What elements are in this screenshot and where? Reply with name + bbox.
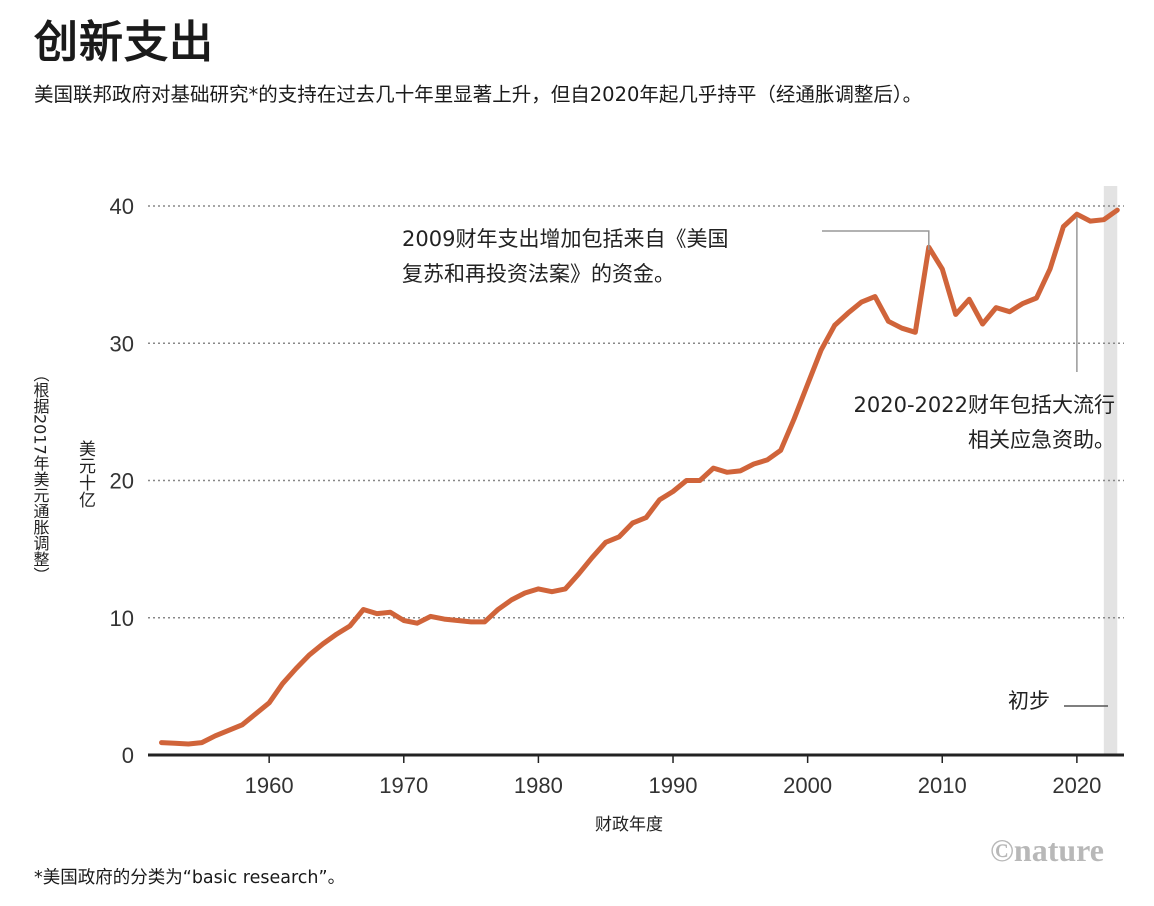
preliminary-shade <box>1103 186 1118 755</box>
x-tick-label: 1980 <box>514 773 563 798</box>
annotation-2009-line1: 2009财年支出增加包括来自《美国 <box>402 227 728 251</box>
y-tick-label: 10 <box>110 606 134 631</box>
x-axis-ticks: 1960 1970 1980 1990 2000 2010 2020 <box>245 755 1101 798</box>
footnote: *美国政府的分类为“basic research”。 <box>34 868 346 888</box>
preliminary-label: 初步 <box>1008 689 1050 713</box>
y-tick-label: 0 <box>122 743 134 768</box>
annotation-leaders <box>822 216 1108 707</box>
x-tick-label: 1960 <box>245 773 294 798</box>
annotation-2009-leader <box>822 230 930 250</box>
series-line <box>159 207 1120 747</box>
x-tick-label: 1990 <box>649 773 698 798</box>
annotation-2009-line2: 复苏和再投资法案》的资金。 <box>402 262 675 286</box>
x-tick-label: 1970 <box>379 773 428 798</box>
page-title: 创新支出 <box>34 17 214 68</box>
x-tick-label: 2000 <box>783 773 832 798</box>
annotation-2020-line1: 2020-2022财年包括大流行 <box>854 393 1115 417</box>
y-tick-label: 40 <box>110 194 134 219</box>
y-tick-label: 30 <box>110 331 134 356</box>
y-axis-sublabel: （根据2017年美元通胀调整） <box>31 366 50 583</box>
y-tick-label: 20 <box>110 469 134 494</box>
x-tick-label: 2010 <box>918 773 967 798</box>
x-axis-label: 财政年度 <box>595 815 663 835</box>
x-tick-label: 2020 <box>1052 773 1101 798</box>
y-axis-ticks: 0 10 20 30 40 <box>110 194 134 768</box>
nature-logo: ©nature <box>990 832 1104 868</box>
annotation-2020-line2: 相关应急资助。 <box>968 428 1115 452</box>
chart-subtitle: 美国联邦政府对基础研究*的支持在过去几十年里显著上升，但自2020年起几乎持平（… <box>34 83 923 106</box>
y-axis-label: 美元十亿 <box>75 440 96 508</box>
